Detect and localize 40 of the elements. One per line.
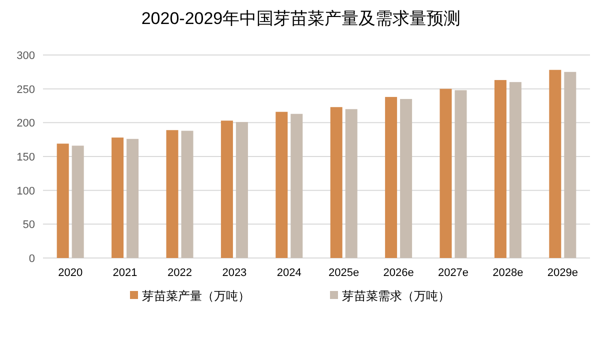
x-tick-label: 2024 — [276, 267, 302, 279]
bar — [112, 138, 124, 258]
x-tick-label: 2021 — [112, 267, 138, 279]
bar — [276, 112, 288, 258]
legend-label: 芽苗菜产量（万吨） — [142, 289, 250, 303]
y-tick-label: 100 — [16, 185, 35, 198]
x-tick-label: 2025e — [328, 267, 360, 279]
y-tick-label: 300 — [16, 50, 35, 62]
y-tick-label: 0 — [28, 253, 35, 265]
chart-title: 2020-2029年中国芽苗菜产量及需求量预测 — [141, 9, 461, 28]
bar — [494, 80, 506, 258]
bar — [166, 130, 178, 258]
bar — [72, 146, 84, 258]
bar — [220, 120, 233, 258]
bar — [330, 107, 342, 258]
y-tick-label: 50 — [22, 219, 35, 232]
bar — [549, 70, 562, 258]
x-tick-label: 2029e — [547, 267, 578, 279]
x-tick-label: 2026e — [383, 267, 414, 279]
bar — [564, 72, 576, 258]
x-tick-label: 2028e — [492, 267, 524, 279]
bar — [236, 122, 248, 258]
y-tick-label: 200 — [16, 118, 35, 130]
bar — [454, 90, 467, 258]
bar — [181, 130, 194, 258]
x-tick-label: 2022 — [168, 267, 192, 279]
bar — [400, 98, 412, 258]
bar — [290, 114, 303, 258]
legend-label: 芽苗菜需求（万吨） — [342, 289, 450, 303]
y-tick-label: 250 — [16, 84, 35, 96]
bar — [440, 88, 452, 258]
bar — [345, 109, 358, 258]
x-tick-label: 2023 — [222, 267, 247, 279]
bar — [126, 138, 139, 258]
x-tick-label: 2027e — [438, 267, 469, 279]
bar — [56, 144, 69, 258]
y-tick-label: 150 — [16, 152, 35, 164]
bar — [385, 96, 398, 258]
bar — [509, 82, 522, 258]
x-tick-label: 2020 — [58, 267, 83, 279]
